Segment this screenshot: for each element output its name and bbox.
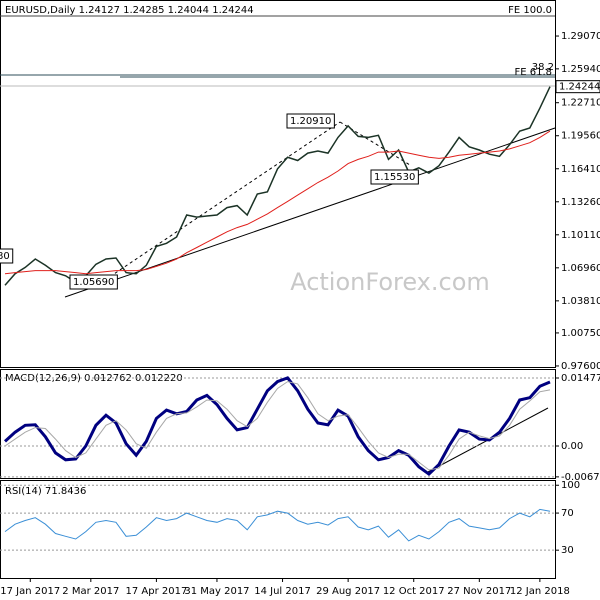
macd-panel [0,369,556,479]
x-tick-label: 17 Jan 2017 [0,586,60,597]
x-tick-label: 17 Apr 2017 [125,586,187,597]
y-tick-label: 100 [561,480,580,491]
x-tick-label: 14 Jul 2017 [254,586,311,597]
x-tick-label: 31 May 2017 [184,586,249,597]
rsi-panel [0,480,556,579]
y-tick-label: 1.03810 [561,296,600,307]
price-label: 1.24244 [559,82,600,93]
y-tick-label: 1.00750 [561,328,600,339]
y-tick-label: 1.10110 [561,230,600,241]
series-line [4,381,551,471]
y-tick-label: 1.13260 [561,197,600,208]
panel-title: EURUSD,Daily 1.24127 1.24285 1.24044 1.2… [5,5,254,16]
annotation-box [370,169,419,185]
annotation: 1.05690 [73,277,114,288]
y-tick-label: -0.006705 [561,472,600,483]
annotation: 1.20910 [290,116,331,127]
main-panel [0,0,556,368]
y-tick-label: 1.22710 [561,98,600,109]
x-tick-label: 27 Nov 2017 [447,586,511,597]
y-tick-label: 1.29070 [561,31,600,42]
y-tick-label: 0.014776 [561,373,600,384]
annotation-box [286,113,335,129]
trend-line [64,127,556,298]
series-line [4,508,551,542]
series-line [3,376,551,477]
y-tick-label: 1.16410 [561,164,600,175]
price-box [555,80,600,94]
panel-title: RSI(14) 71.8436 [5,486,86,497]
y-tick-label: 0.97600 [561,361,600,372]
y-tick-label: 30 [561,545,574,556]
x-tick-label: 12 Oct 2017 [383,586,445,597]
annotation: 80 [0,251,10,262]
dash-line [104,121,341,281]
y-tick-label: 1.19560 [561,131,600,142]
x-tick-label: 2 Mar 2017 [62,586,119,597]
annotation-box [0,248,14,264]
x-tick-label: 12 Jan 2018 [510,586,570,597]
y-tick-label: 1.25940 [561,64,600,75]
x-tick-label: 29 Aug 2017 [316,586,380,597]
annotation: 1.15530 [374,172,415,183]
y-tick-label: 70 [561,508,574,519]
annotation: 38.2 [532,62,554,73]
panel-title: MACD(12,26,9) 0.012762 0.012220 [5,373,183,384]
annotation-box [69,274,118,290]
series-line [4,86,551,286]
annotation: FE 61.8 [514,67,552,78]
y-tick-label: 1.06960 [561,263,600,274]
series-line [4,130,551,275]
annotation: FE 100.0 [508,5,552,16]
y-tick-label: 0.00 [561,441,583,452]
watermark: ActionForex.com [290,268,490,296]
